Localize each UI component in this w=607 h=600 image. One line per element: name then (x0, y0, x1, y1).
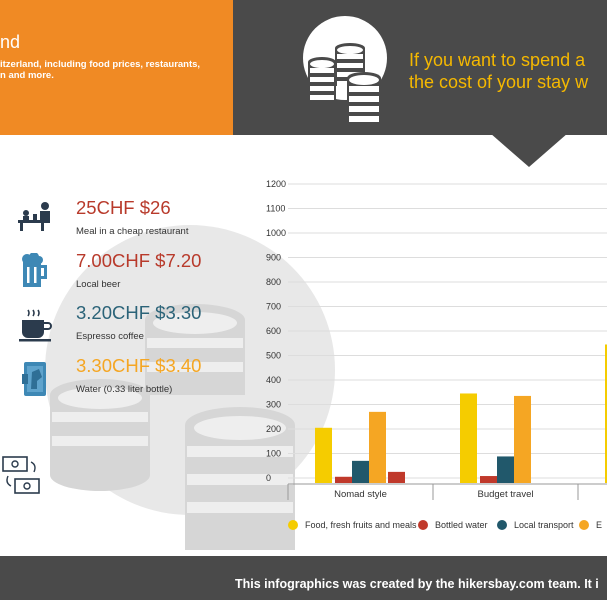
legend-label: Local transport (514, 520, 574, 530)
bar (514, 395, 531, 483)
y-tick-label: 100 (266, 449, 281, 459)
bar (315, 427, 332, 483)
bar (369, 411, 386, 483)
header-description-line-2: n and more. (0, 70, 54, 81)
y-tick-label: 800 (266, 277, 281, 287)
label-coffee: Espresso coffee (76, 331, 144, 342)
coins-icon (303, 16, 387, 128)
legend-marker (418, 520, 428, 530)
y-tick-label: 700 (266, 302, 281, 312)
header-description: itzerland, including food prices, restau… (0, 59, 200, 81)
y-tick-label: 600 (266, 326, 281, 336)
bar (352, 460, 369, 483)
y-tick-label: 1000 (266, 228, 286, 238)
legend-marker (497, 520, 507, 530)
label-water: Water (0.33 liter bottle) (76, 384, 173, 395)
y-tick-label: 1100 (266, 204, 285, 214)
bar (388, 471, 405, 483)
price-coffee: 3.20CHF $3.30 (76, 302, 202, 323)
x-tick-label: Budget travel (478, 489, 534, 500)
header-right-line-1: If you want to spend a (409, 50, 586, 70)
header-description-line-1: itzerland, including food prices, restau… (0, 59, 201, 70)
label-meal: Meal in a cheap restaurant (76, 226, 189, 237)
y-tick-label: 500 (266, 351, 281, 361)
footer-text: This infographics was created by the hik… (235, 577, 599, 591)
legend-label: Food, fresh fruits and meals (305, 520, 417, 530)
footer-bar (0, 556, 607, 600)
y-tick-label: 400 (266, 375, 281, 385)
header-right-line-2: the cost of your stay w (409, 72, 589, 92)
y-tick-label: 1200 (266, 179, 286, 189)
legend-label: E (596, 520, 602, 530)
legend-marker (579, 520, 589, 530)
page-title: nd (0, 32, 21, 52)
y-tick-label: 300 (266, 400, 281, 410)
bar (335, 476, 352, 483)
label-beer: Local beer (76, 279, 121, 290)
water-bottle-icon (22, 362, 46, 396)
bar (605, 344, 607, 483)
header-dark-panel (233, 0, 607, 135)
y-tick-label: 200 (266, 424, 281, 434)
header-orange-panel (0, 0, 233, 135)
coffee-cup-icon (19, 309, 52, 342)
legend-marker (288, 520, 298, 530)
x-tick-label: Nomad style (334, 489, 387, 500)
bar (460, 393, 477, 483)
bar (480, 476, 497, 483)
price-meal: 25CHF $26 (76, 197, 171, 218)
beer-mug-icon (22, 253, 47, 287)
currency-exchange-icon (2, 456, 40, 494)
y-tick-label: 0 (266, 473, 271, 483)
legend-label: Bottled water (435, 520, 488, 530)
header-right-text: If you want to spend a the cost of your … (409, 49, 588, 93)
price-beer: 7.00CHF $7.20 (76, 250, 202, 271)
restaurant-icon (18, 202, 50, 231)
bar (497, 456, 514, 483)
price-water: 3.30CHF $3.40 (76, 355, 202, 376)
y-tick-label: 900 (266, 253, 281, 263)
header-notch (490, 133, 568, 167)
